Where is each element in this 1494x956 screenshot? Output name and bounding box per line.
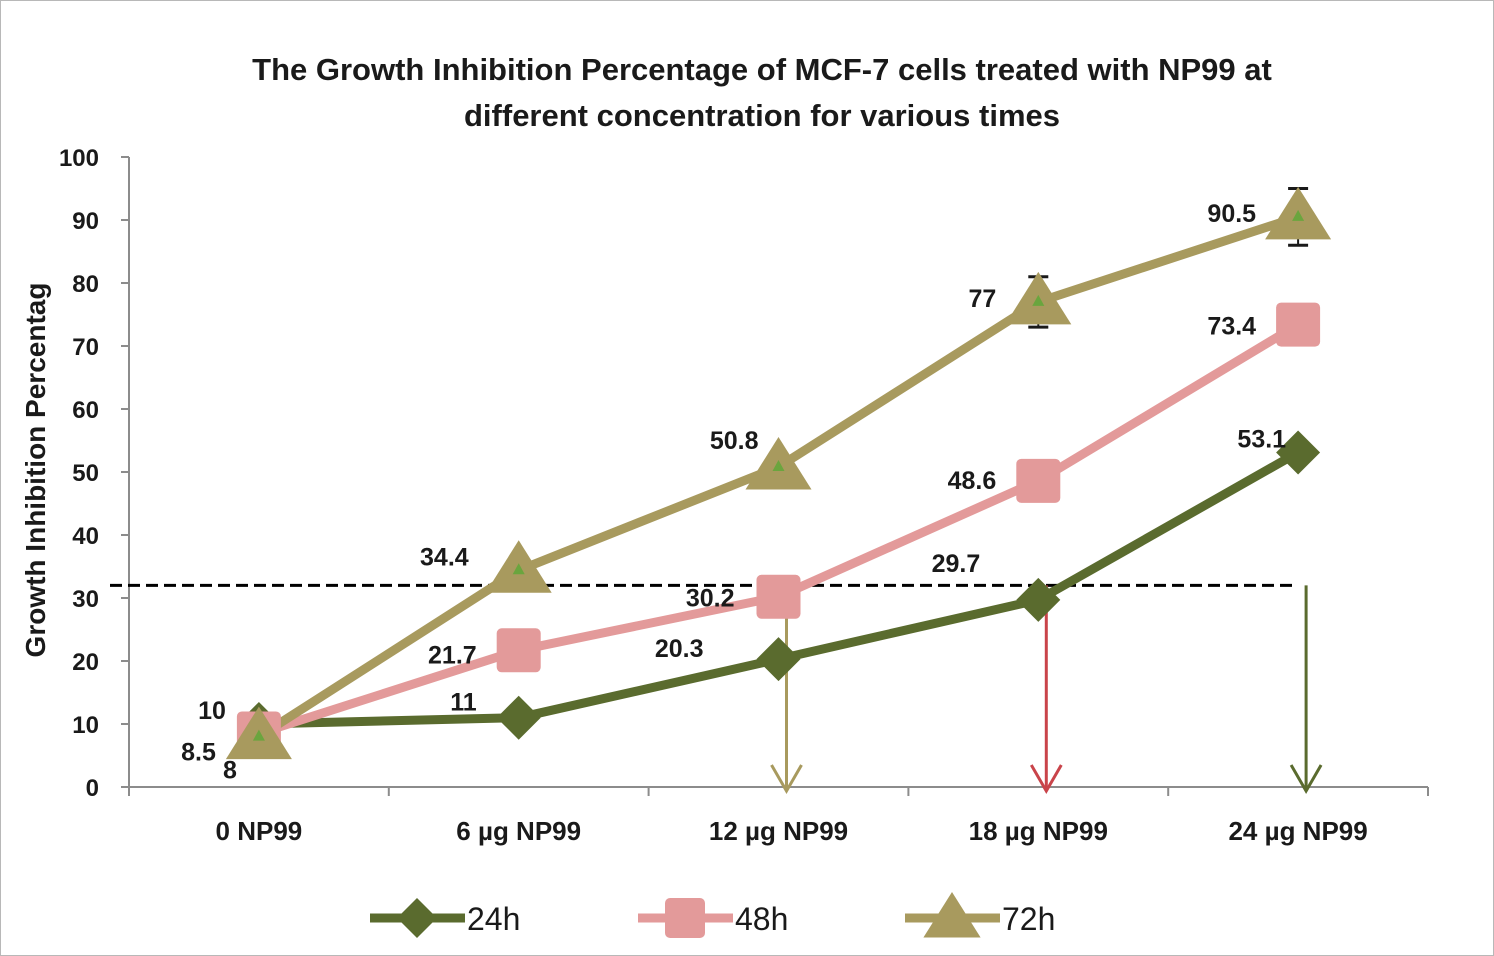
- y-tick-label: 30: [72, 586, 99, 613]
- data-label-48h: 21.7: [428, 641, 477, 669]
- data-label-48h: 48.6: [948, 467, 997, 495]
- data-point-48h: [1276, 302, 1321, 347]
- data-point-48h: [1016, 458, 1061, 503]
- threshold-arrow-head: [770, 764, 803, 795]
- data-label-48h: 8.5: [181, 738, 216, 766]
- data-label-24h: 53.1: [1237, 425, 1286, 453]
- threshold-arrow: [1030, 585, 1063, 795]
- y-tick-label: 90: [72, 208, 99, 235]
- data-point-48h: [756, 574, 801, 619]
- data-label-72h: 90.5: [1207, 200, 1256, 228]
- y-tick-label: 10: [72, 712, 99, 739]
- data-label-48h: 30.2: [686, 585, 735, 613]
- legend-item-24h: 24h: [370, 898, 520, 938]
- data-point-72h-center: [772, 459, 785, 471]
- data-label-24h: 10: [198, 697, 226, 725]
- y-tick-label: 80: [72, 271, 99, 298]
- y-tick-label: 60: [72, 397, 99, 424]
- legend-label: 48h: [735, 901, 788, 937]
- legend-label: 72h: [1002, 901, 1055, 937]
- legend-item-48h: 48h: [638, 898, 788, 938]
- data-point-72h-center: [1292, 209, 1305, 221]
- data-label-24h: 20.3: [655, 635, 704, 663]
- data-label-24h: 29.7: [932, 550, 981, 578]
- y-tick-label: 20: [72, 649, 99, 676]
- x-category-label: 24 µg NP99: [1228, 816, 1367, 846]
- threshold-arrow: [770, 585, 803, 795]
- threshold-arrow-head: [1289, 764, 1323, 795]
- data-point-48h: [496, 628, 541, 673]
- data-point-24h: [496, 695, 541, 740]
- data-label-24h: 11: [450, 689, 477, 717]
- y-tick-label: 50: [72, 460, 99, 487]
- y-tick-label: 0: [86, 775, 99, 802]
- data-point-24h: [1276, 430, 1321, 475]
- x-category-label: 0 NP99: [216, 816, 303, 846]
- y-tick-label: 70: [72, 334, 99, 361]
- data-label-48h: 73.4: [1207, 313, 1256, 341]
- data-label-72h: 50.8: [710, 427, 759, 455]
- chart-title-line-1: The Growth Inhibition Percentage of MCF-…: [252, 52, 1272, 87]
- data-label-72h: 34.4: [420, 543, 469, 571]
- legend-marker: [397, 898, 437, 938]
- chart-title-line-2: different concentration for various time…: [464, 98, 1060, 133]
- legend: 24h 48h 72h: [370, 892, 1055, 938]
- x-category-label: 12 µg NP99: [709, 816, 848, 846]
- data-point-72h-center: [512, 563, 525, 575]
- x-category-label: 6 µg NP99: [456, 816, 581, 846]
- legend-label: 24h: [467, 901, 520, 937]
- y-axis-label: Growth Inhibition Percentag: [20, 283, 51, 658]
- y-tick-label: 40: [72, 523, 99, 550]
- y-tick-label: 100: [59, 145, 99, 172]
- data-point-72h-center: [252, 729, 265, 741]
- x-category-label: 18 µg NP99: [969, 816, 1108, 846]
- data-label-72h: 77: [968, 285, 996, 313]
- legend-item-72h: 72h: [905, 892, 1055, 938]
- data-point-24h: [756, 637, 801, 682]
- plot-area: 0 10 20 30 40 50 60 70 80 90 100 0 NP99 6 µg NP99 12 …: [59, 145, 1429, 846]
- legend-marker: [923, 892, 981, 938]
- threshold-arrow: [1289, 585, 1323, 795]
- legend-marker: [665, 898, 705, 938]
- threshold-arrow-head: [1030, 764, 1063, 795]
- data-point-24h: [1016, 577, 1061, 622]
- data-point-72h-center: [1032, 294, 1045, 306]
- data-label-72h: 8: [223, 757, 237, 785]
